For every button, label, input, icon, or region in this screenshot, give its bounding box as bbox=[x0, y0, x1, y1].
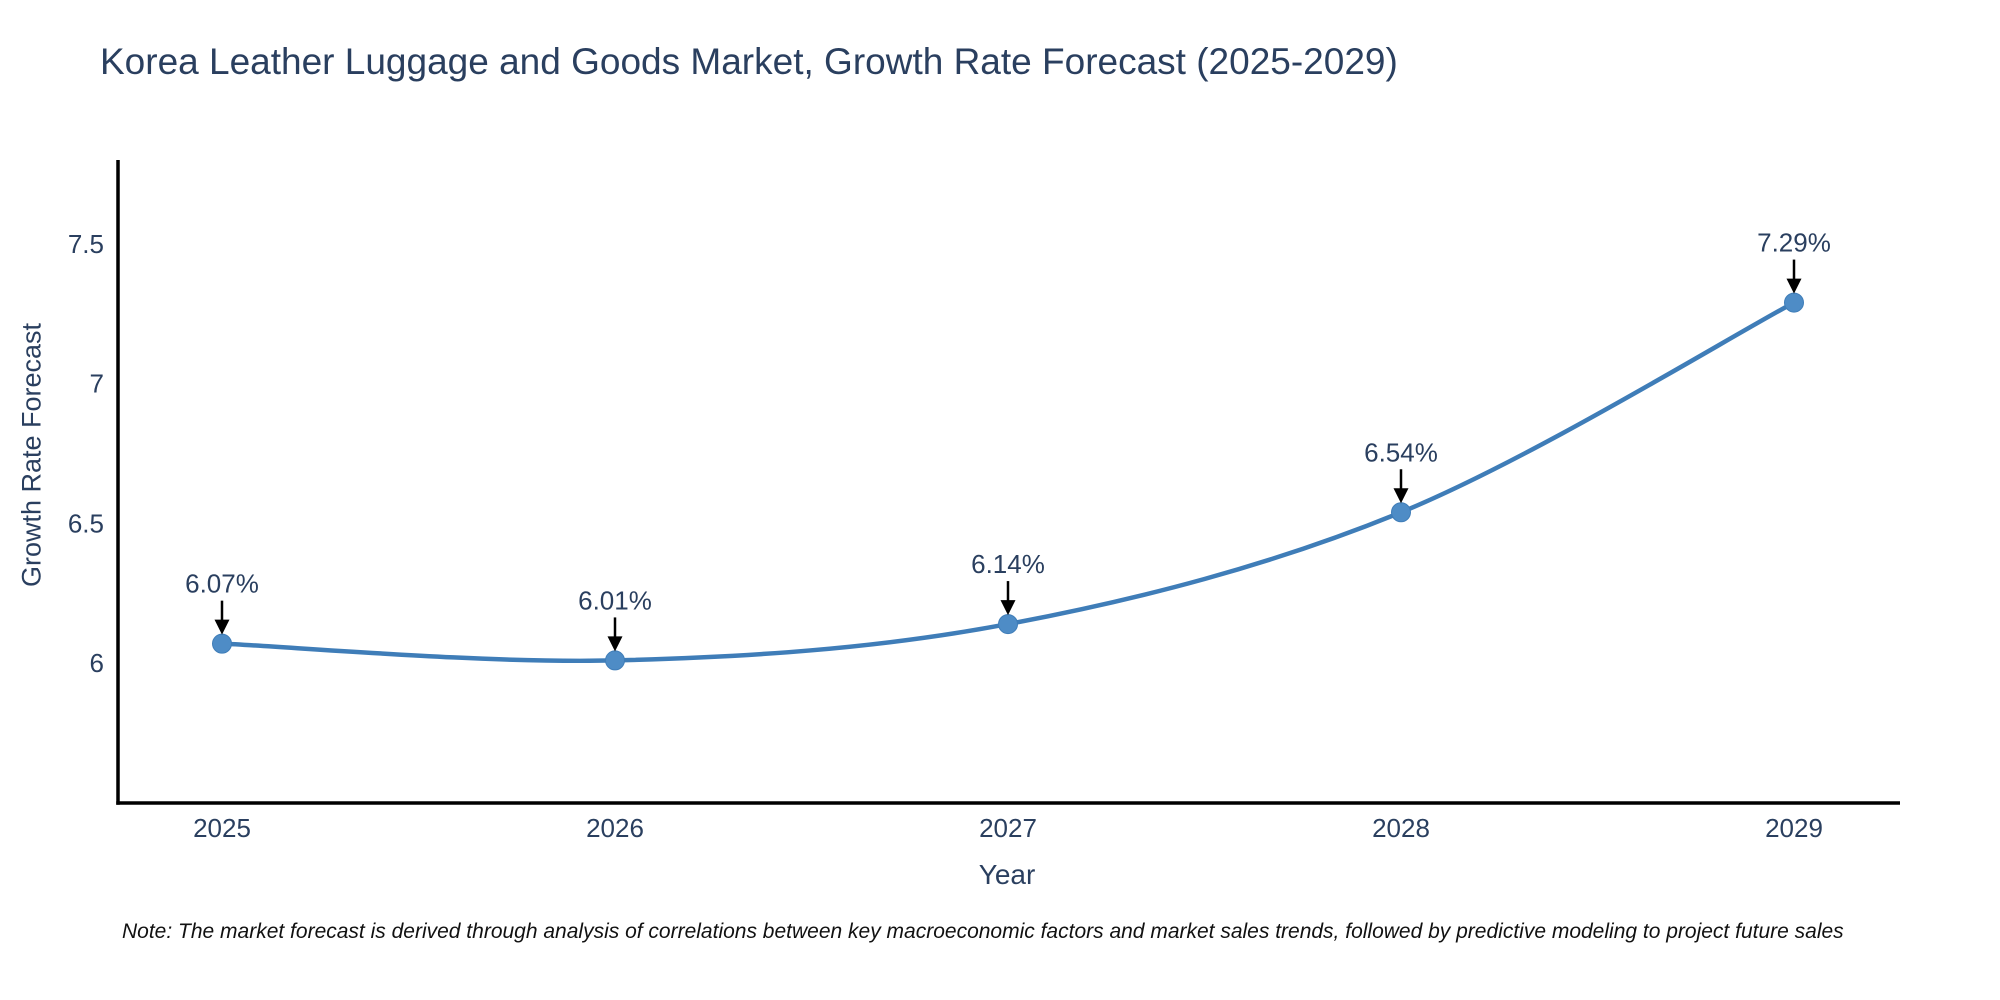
annotation-arrow-head bbox=[1393, 488, 1409, 504]
annotation-arrow-head bbox=[214, 619, 230, 635]
x-tick-label: 2028 bbox=[1372, 813, 1430, 843]
data-point-marker bbox=[998, 614, 1018, 635]
x-tick-label: 2029 bbox=[1765, 813, 1823, 843]
annotation-label: 6.54% bbox=[1364, 437, 1438, 467]
chart-note: Note: The market forecast is derived thr… bbox=[122, 920, 1844, 943]
annotation-label: 6.01% bbox=[578, 585, 652, 615]
data-point-marker bbox=[1391, 502, 1411, 523]
annotation-label: 6.07% bbox=[185, 569, 259, 599]
annotation-label: 6.14% bbox=[971, 549, 1045, 579]
x-tick-label: 2026 bbox=[586, 813, 644, 843]
x-axis-title: Year bbox=[978, 859, 1036, 890]
chart-title: Korea Leather Luggage and Goods Market, … bbox=[100, 41, 1398, 82]
annotation-label: 7.29% bbox=[1757, 228, 1831, 258]
y-tick-label: 6 bbox=[90, 648, 104, 678]
annotation-arrow-head bbox=[1000, 600, 1016, 616]
data-point-marker bbox=[212, 633, 232, 654]
data-point-marker bbox=[605, 650, 625, 671]
data-point-marker bbox=[1784, 292, 1804, 313]
annotation-arrow-head bbox=[1786, 278, 1802, 294]
annotation-arrow-head bbox=[607, 636, 623, 652]
y-tick-label: 7 bbox=[90, 369, 104, 399]
y-tick-label: 7.5 bbox=[68, 229, 104, 259]
y-tick-label: 6.5 bbox=[68, 508, 104, 538]
x-tick-label: 2025 bbox=[193, 813, 251, 843]
x-tick-label: 2027 bbox=[979, 813, 1037, 843]
